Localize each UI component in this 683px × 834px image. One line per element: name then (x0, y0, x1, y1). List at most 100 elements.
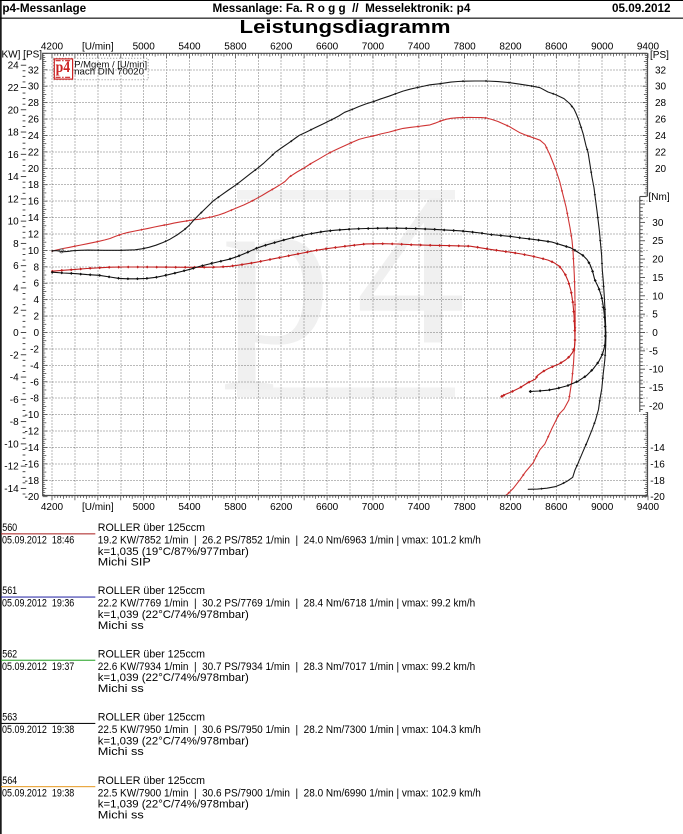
svg-text:[PS]: [PS] (650, 50, 669, 61)
svg-text:25: 25 (652, 236, 664, 247)
svg-text:-16: -16 (650, 459, 665, 470)
svg-text:-20: -20 (649, 401, 664, 412)
svg-text:10: 10 (652, 291, 664, 302)
svg-text:24: 24 (28, 131, 40, 142)
svg-text:4: 4 (13, 284, 19, 295)
svg-text:-4: -4 (30, 361, 39, 372)
svg-text:560: 560 (2, 522, 17, 534)
svg-text:Messanlage: Fa. R o g g // M: Messanlage: Fa. R o g g // Messelektroni… (212, 2, 470, 15)
svg-text:28: 28 (655, 98, 667, 109)
svg-text:24: 24 (655, 131, 667, 142)
svg-text:26: 26 (28, 115, 40, 126)
svg-text:20: 20 (8, 105, 20, 116)
svg-text:8600: 8600 (545, 502, 568, 513)
svg-text:-2: -2 (10, 350, 19, 361)
svg-text:[Nm]: [Nm] (649, 192, 670, 203)
svg-text:8: 8 (13, 239, 19, 250)
svg-text:22: 22 (655, 147, 667, 158)
svg-text:8600: 8600 (545, 42, 568, 53)
svg-text:16: 16 (8, 150, 20, 161)
svg-text:28: 28 (28, 98, 40, 109)
svg-text:-8: -8 (30, 394, 39, 405)
svg-text:12: 12 (28, 230, 40, 241)
svg-text:ROLLER über 125ccm: ROLLER über 125ccm (98, 775, 205, 787)
svg-text:-20: -20 (25, 492, 40, 503)
svg-text:ROLLER über 125ccm: ROLLER über 125ccm (98, 585, 205, 597)
svg-text:22: 22 (28, 147, 40, 158)
svg-text:-10: -10 (25, 410, 40, 421)
svg-text:-10: -10 (649, 365, 664, 376)
svg-text:18: 18 (28, 180, 40, 191)
svg-text:9000: 9000 (591, 42, 614, 53)
svg-text:05.09.2012 18:46: 05.09.2012 18:46 (2, 535, 74, 547)
svg-text:7400: 7400 (408, 502, 431, 513)
svg-text:18: 18 (8, 128, 20, 139)
svg-text:-16: -16 (25, 459, 40, 470)
svg-text:-15: -15 (649, 383, 664, 394)
svg-text:16: 16 (28, 197, 40, 208)
svg-text:4: 4 (33, 295, 39, 306)
svg-text:22.5 KW/7900 1/min | 30.6 PS: 22.5 KW/7900 1/min | 30.6 PS/7900 1/min … (98, 787, 481, 799)
svg-text:19.2 KW/7852 1/min | 26.2 PS: 19.2 KW/7852 1/min | 26.2 PS/7852 1/min … (98, 535, 481, 547)
svg-text:ROLLER über 125ccm: ROLLER über 125ccm (98, 712, 205, 724)
svg-text:5800: 5800 (224, 42, 247, 53)
svg-text:Michi ss: Michi ss (98, 620, 145, 632)
svg-text:5000: 5000 (133, 42, 156, 53)
svg-text:Leistungsdiagramm: Leistungsdiagramm (240, 17, 451, 37)
svg-text:5800: 5800 (224, 502, 247, 513)
svg-text:-14: -14 (25, 443, 40, 454)
svg-text:32: 32 (28, 65, 40, 76)
svg-text:2: 2 (13, 306, 19, 317)
svg-text:8200: 8200 (499, 502, 522, 513)
svg-text:6: 6 (33, 279, 39, 290)
svg-text:6200: 6200 (270, 502, 293, 513)
svg-text:22.6 KW/7934 1/min | 30.7 PS: 22.6 KW/7934 1/min | 30.7 PS/7934 1/min … (98, 661, 475, 673)
svg-text:22.2 KW/7769 1/min | 30.2 PS: 22.2 KW/7769 1/min | 30.2 PS/7769 1/min … (98, 598, 475, 610)
svg-text:5400: 5400 (178, 42, 201, 53)
svg-text:-5: -5 (649, 346, 658, 357)
svg-text:5000: 5000 (133, 502, 156, 513)
svg-text:p4: p4 (56, 58, 71, 76)
svg-text:7800: 7800 (453, 42, 476, 53)
svg-text:5400: 5400 (178, 502, 201, 513)
svg-text:-2: -2 (30, 344, 39, 355)
svg-text:k=1,039 (22°C/74%/978mbar): k=1,039 (22°C/74%/978mbar) (98, 799, 249, 811)
svg-text:nach DIN 70020: nach DIN 70020 (74, 67, 144, 78)
svg-text:05.09.2012 19:37: 05.09.2012 19:37 (2, 661, 74, 673)
svg-text:05.09.2012 19:38: 05.09.2012 19:38 (2, 724, 74, 736)
svg-text:0: 0 (13, 328, 19, 339)
svg-text:k=1,039 (22°C/74%/978mbar): k=1,039 (22°C/74%/978mbar) (98, 609, 249, 621)
svg-text:7000: 7000 (362, 502, 385, 513)
svg-text:562: 562 (2, 648, 17, 660)
svg-text:26: 26 (655, 115, 667, 126)
svg-text:22: 22 (8, 83, 20, 94)
svg-text:k=1,035 (19°C/87%/977mbar): k=1,035 (19°C/87%/977mbar) (98, 546, 249, 558)
svg-text:7400: 7400 (408, 42, 431, 53)
svg-text:05.09.2012 19:36: 05.09.2012 19:36 (2, 598, 74, 610)
svg-text:-18: -18 (650, 476, 665, 487)
svg-text:564: 564 (2, 775, 17, 787)
svg-text:6: 6 (13, 261, 19, 272)
svg-text:ROLLER über 125ccm: ROLLER über 125ccm (98, 522, 205, 534)
svg-text:7000: 7000 (362, 42, 385, 53)
svg-text:7800: 7800 (453, 502, 476, 513)
svg-text:8200: 8200 (499, 42, 522, 53)
svg-text:10: 10 (28, 246, 40, 257)
svg-text:-12: -12 (25, 427, 40, 438)
svg-text:10: 10 (8, 217, 20, 228)
svg-text:[U/min]: [U/min] (82, 42, 114, 53)
svg-text:-18: -18 (25, 476, 40, 487)
svg-text:0: 0 (652, 328, 658, 339)
svg-text:30: 30 (28, 82, 40, 93)
svg-text:ROLLER über 125ccm: ROLLER über 125ccm (98, 648, 205, 660)
svg-text:5: 5 (652, 310, 658, 321)
svg-text:-14: -14 (650, 443, 665, 454)
svg-text:6200: 6200 (270, 42, 293, 53)
svg-text:-4: -4 (10, 373, 19, 384)
svg-text:20: 20 (652, 255, 664, 266)
svg-text:-6: -6 (10, 395, 19, 406)
svg-text:9400: 9400 (637, 502, 660, 513)
svg-text:-20: -20 (650, 492, 665, 503)
svg-text:9400: 9400 (637, 42, 660, 53)
svg-text:-8: -8 (10, 417, 19, 428)
